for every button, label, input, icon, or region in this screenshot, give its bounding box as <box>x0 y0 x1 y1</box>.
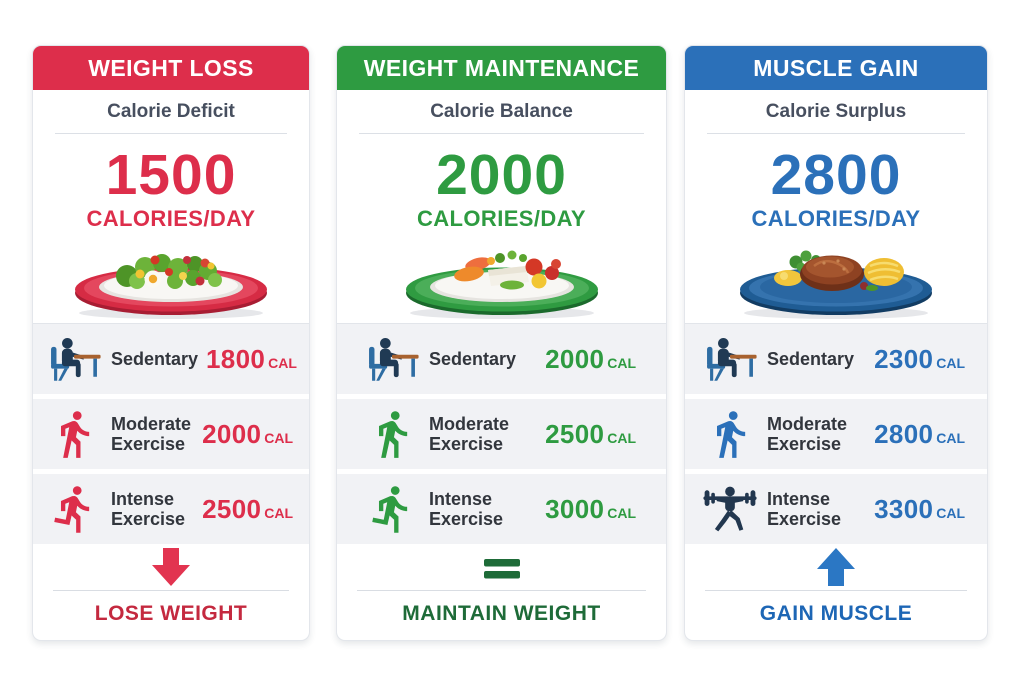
calorie-number: 2800 <box>770 143 902 207</box>
walking-person-icon <box>701 408 759 460</box>
goal-label: MAINTAIN WEIGHT <box>402 602 601 625</box>
walking-person-icon <box>363 408 421 460</box>
activity-label: Sedentary <box>111 348 199 369</box>
activity-label: Intense Exercise <box>429 488 504 529</box>
activity-row-intense: Intense Exercise 3000 CAL <box>337 474 666 544</box>
activity-table: Sedentary 1800 CAL Moderate Exercise 2000… <box>33 323 309 544</box>
activity-calories: 3300 CAL <box>874 493 965 524</box>
daily-calories: 2000 CALORIES/DAY <box>337 134 666 232</box>
running-person-icon <box>363 483 421 535</box>
activity-calories: 2500 CAL <box>545 418 636 449</box>
activity-calories: 2000 CAL <box>545 343 636 374</box>
weight-maintenance-header: WEIGHT MAINTENANCE <box>337 46 666 90</box>
activity-row-sedentary: Sedentary 2300 CAL <box>685 324 987 394</box>
weight-loss-header: WEIGHT LOSS <box>33 46 309 90</box>
weight-loss-card: WEIGHT LOSS Calorie Deficit 1500 CALORIE… <box>32 45 310 641</box>
activity-row-sedentary: Sedentary 1800 CAL <box>33 324 309 394</box>
activity-calories: 2500 CAL <box>202 493 293 524</box>
activity-calories: 2000 CAL <box>202 418 293 449</box>
activity-calories: 2800 CAL <box>874 418 965 449</box>
running-person-icon <box>45 483 103 535</box>
seated-person-at-desk-icon <box>701 333 759 385</box>
activity-calories: 2300 CAL <box>874 343 965 374</box>
calorie-unit-label: CALORIES/DAY <box>86 206 256 231</box>
card-title: WEIGHT MAINTENANCE <box>363 54 640 81</box>
up-arrow-icon <box>685 544 987 590</box>
activity-label: Moderate Exercise <box>111 413 192 454</box>
activity-row-sedentary: Sedentary 2000 CAL <box>337 324 666 394</box>
activity-table: Sedentary 2300 CAL Moderate Exercise 2800… <box>685 323 987 544</box>
divider <box>53 590 289 591</box>
goal-label: GAIN MUSCLE <box>759 602 913 625</box>
muscle-gain-card: MUSCLE GAIN Calorie Surplus 2800 CALORIE… <box>684 45 988 641</box>
calorie-unit-label: CALORIES/DAY <box>751 206 921 231</box>
divider <box>55 133 287 134</box>
divider <box>707 133 965 134</box>
walking-person-icon <box>45 408 103 460</box>
activity-row-intense: Intense Exercise 2500 CAL <box>33 474 309 544</box>
equals-sign-icon <box>337 544 666 590</box>
card-subtitle: Calorie Deficit <box>107 101 235 122</box>
seated-person-at-desk-icon <box>363 333 421 385</box>
weight-maintenance-card: WEIGHT MAINTENANCE Calorie Balance 2000 … <box>336 45 667 641</box>
calorie-unit-label: CALORIES/DAY <box>416 206 587 231</box>
weightlifting-person-icon <box>701 483 759 535</box>
card-subtitle: Calorie Balance <box>430 101 573 122</box>
activity-row-intense: Intense Exercise 3300 CAL <box>685 474 987 544</box>
activity-label: Sedentary <box>767 348 855 369</box>
card-subtitle: Calorie Surplus <box>765 101 907 122</box>
activity-calories: 3000 CAL <box>545 493 636 524</box>
goal-label: LOSE WEIGHT <box>94 602 248 625</box>
activity-row-moderate: Moderate Exercise 2800 CAL <box>685 399 987 469</box>
activity-label: Moderate Exercise <box>767 413 848 454</box>
divider <box>359 133 644 134</box>
muscle-gain-header: MUSCLE GAIN <box>685 46 987 90</box>
down-arrow-icon <box>33 544 309 590</box>
activity-row-moderate: Moderate Exercise 2000 CAL <box>33 399 309 469</box>
activity-label: Intense Exercise <box>111 488 186 529</box>
activity-label: Moderate Exercise <box>429 413 510 454</box>
activity-label: Intense Exercise <box>767 488 842 529</box>
divider <box>357 590 646 591</box>
divider <box>705 590 967 591</box>
calorie-number: 2000 <box>436 143 567 207</box>
activity-calories: 1800 CAL <box>206 343 297 374</box>
balanced-meal-plate-image <box>337 232 666 323</box>
daily-calories: 1500 CALORIES/DAY <box>33 134 309 232</box>
salad-plate-image <box>33 232 309 323</box>
activity-row-moderate: Moderate Exercise 2500 CAL <box>337 399 666 469</box>
daily-calories: 2800 CALORIES/DAY <box>685 134 987 232</box>
card-title: WEIGHT LOSS <box>88 54 254 81</box>
activity-label: Sedentary <box>429 348 517 369</box>
calorie-number: 1500 <box>105 143 237 207</box>
protein-meal-plate-image <box>685 232 987 323</box>
activity-table: Sedentary 2000 CAL Moderate Exercise 2500… <box>337 323 666 544</box>
card-title: MUSCLE GAIN <box>753 54 919 81</box>
seated-person-at-desk-icon <box>45 333 103 385</box>
